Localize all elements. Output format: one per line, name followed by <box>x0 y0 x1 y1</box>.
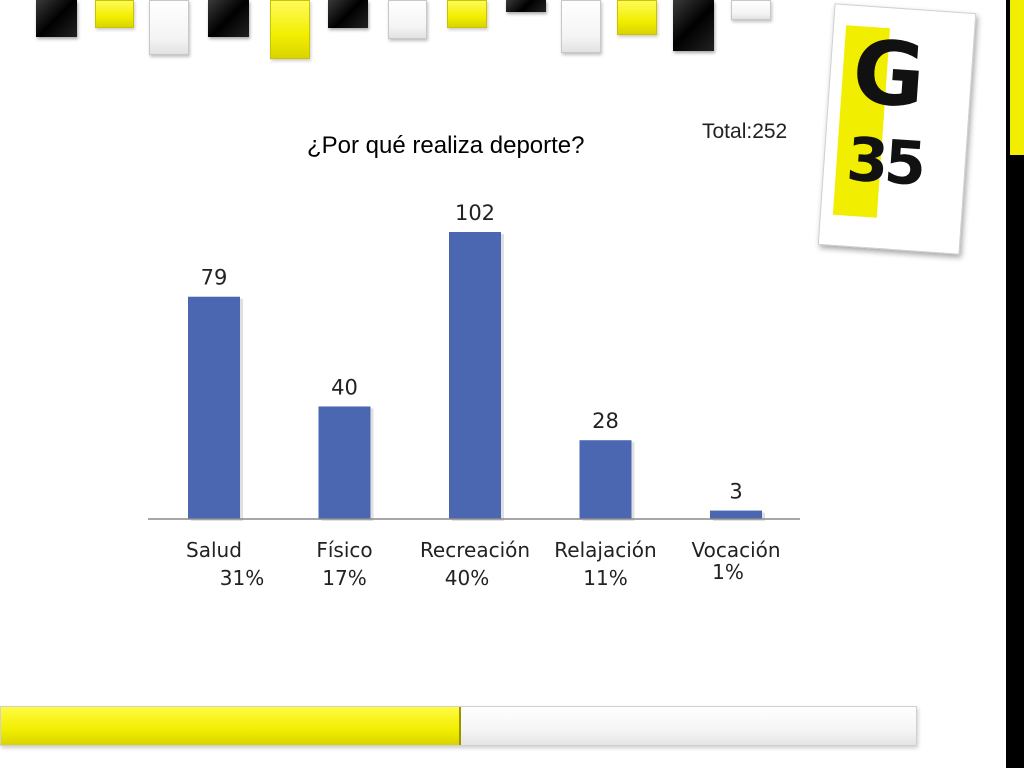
decor-tile <box>208 0 249 37</box>
bar-chart: 79Salud31%40Físico17%102Recreación40%28R… <box>148 201 800 590</box>
value-label: 40 <box>331 375 358 399</box>
category-label: Vocación <box>691 538 780 562</box>
bar-físico <box>318 406 371 519</box>
bar-recreación <box>449 232 501 519</box>
bar-salud <box>188 296 240 519</box>
bars-layer <box>188 232 765 521</box>
bar-vocación <box>710 510 762 519</box>
category-label: Salud <box>186 538 242 562</box>
decor-tile <box>506 0 546 12</box>
percent-label: 1% <box>712 560 744 584</box>
decor-tile <box>617 0 657 35</box>
decor-tile <box>561 0 601 53</box>
decor-tile <box>673 0 714 51</box>
percent-label: 11% <box>583 566 627 590</box>
decor-tile <box>388 0 427 39</box>
percent-label: 31% <box>220 566 264 590</box>
category-label: Recreación <box>420 538 530 562</box>
decor-tile <box>270 0 310 59</box>
value-label: 3 <box>729 480 742 504</box>
right-edge-bar <box>1006 0 1024 768</box>
value-label: 102 <box>455 201 495 225</box>
total-label: Total:252 <box>702 120 788 143</box>
decor-tile <box>731 0 771 20</box>
decor-tile <box>95 0 134 28</box>
bar-relajación <box>579 440 632 519</box>
progress-fill <box>1 707 461 745</box>
percent-label: 17% <box>322 566 366 590</box>
category-label: Físico <box>316 538 372 562</box>
decor-tile <box>447 0 487 28</box>
decor-tile <box>36 0 77 37</box>
decor-tile <box>328 0 368 28</box>
value-label: 28 <box>592 409 619 433</box>
chart-title: ¿Por qué realiza deporte? <box>307 132 585 159</box>
value-label: 79 <box>201 266 228 290</box>
decor-tile <box>149 0 189 55</box>
category-label: Relajación <box>554 538 656 562</box>
right-edge-accent <box>1010 0 1024 155</box>
progress-bar <box>0 706 917 746</box>
percent-label: 40% <box>445 566 489 590</box>
labels-layer: 79Salud31%40Físico17%102Recreación40%28R… <box>186 201 780 590</box>
